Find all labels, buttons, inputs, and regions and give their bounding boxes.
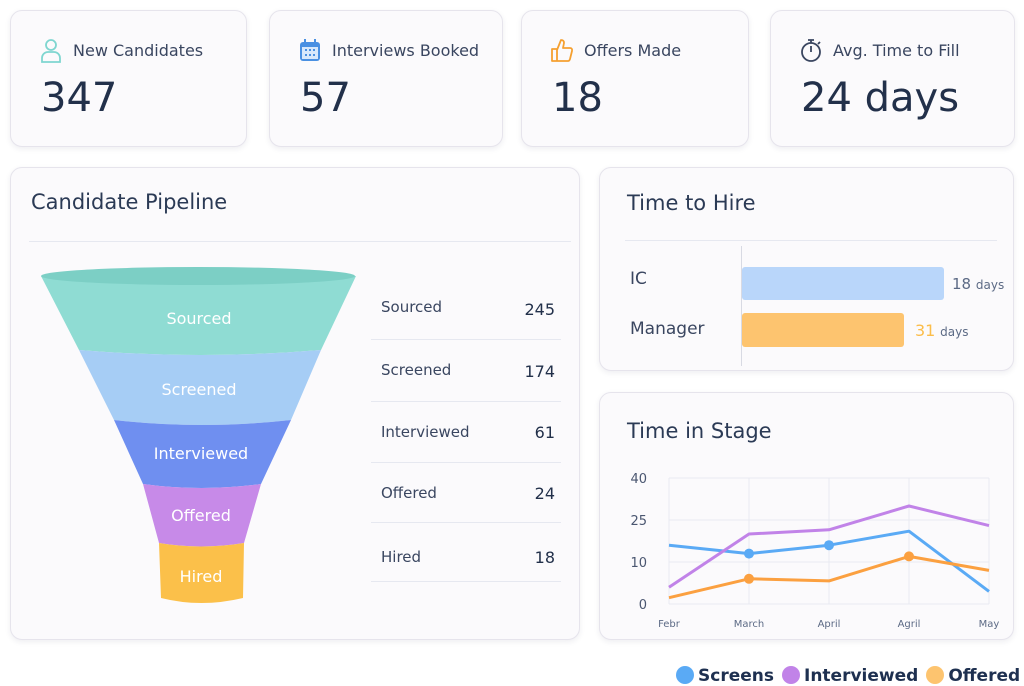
person-icon — [41, 39, 61, 63]
legend-dot — [676, 666, 694, 684]
kpi-label: Offers Made — [584, 41, 682, 60]
legend-item-screens: Screens — [676, 666, 774, 686]
stage-label: Screened — [381, 361, 452, 379]
funnel-segment-offered — [143, 484, 261, 547]
stage-label: Interviewed — [381, 423, 470, 441]
time-to-hire-card: Time to Hire IC 18 days Manager 31 days — [599, 167, 1014, 371]
calendar-icon — [300, 39, 320, 61]
x-tick-label: March — [734, 619, 764, 630]
stage-value: 18 — [534, 548, 555, 567]
legend-item-offered: Offered — [926, 666, 1020, 686]
kpi-value: 18 — [552, 75, 603, 121]
funnel-label: Offered — [171, 506, 231, 525]
bar-axis — [741, 246, 742, 366]
kpi-card-new-candidates: New Candidates 347 — [10, 10, 247, 147]
row-divider — [371, 401, 561, 402]
funnel-label: Sourced — [166, 309, 231, 328]
stopwatch-icon — [801, 39, 821, 62]
bar-manager — [742, 313, 904, 347]
stage-label: Hired — [381, 548, 422, 566]
bar-label: IC — [630, 269, 647, 289]
bar-value: 31 days — [915, 321, 969, 340]
stage-value: 245 — [524, 300, 555, 319]
row-divider — [371, 522, 561, 523]
y-tick-label: 25 — [630, 514, 647, 529]
funnel-top-rim — [41, 267, 355, 285]
bar-value: 18 days — [952, 275, 1005, 293]
data-point-offered — [904, 551, 914, 562]
kpi-label: New Candidates — [73, 41, 204, 60]
divider — [29, 241, 571, 242]
kpi-value: 24 days — [801, 75, 960, 121]
row-divider — [371, 462, 561, 463]
row-divider — [371, 339, 561, 340]
time-in-stage-chart: 0 10 25 40 Febr March April Agril May — [630, 472, 1000, 630]
legend-dot — [782, 666, 800, 684]
legend-item-interviewed: Interviewed — [782, 666, 918, 686]
time-in-stage-title: Time in Stage — [627, 419, 772, 443]
row-divider — [371, 581, 561, 582]
series-line-offered — [668, 554, 990, 600]
time-to-hire-title: Time to Hire — [627, 191, 756, 215]
chart-legend: Screens Interviewed Offered — [676, 666, 1020, 686]
kpi-value: 57 — [300, 75, 351, 121]
y-tick-label: 10 — [630, 556, 647, 571]
kpi-label: Interviews Booked — [332, 41, 480, 60]
y-tick-label: 0 — [639, 598, 647, 613]
candidate-pipeline-card: Candidate Pipeline Sourced Screened Inte… — [10, 167, 580, 640]
x-tick-label: Agril — [898, 619, 921, 630]
funnel-label: Hired — [180, 567, 223, 586]
x-tick-label: May — [979, 619, 1000, 630]
stage-value: 61 — [534, 423, 555, 442]
funnel-segment-interviewed — [114, 420, 291, 488]
data-point-offered — [744, 573, 754, 584]
thumbs-up-icon — [551, 39, 574, 62]
stage-label: Offered — [381, 484, 437, 502]
y-tick-label: 40 — [630, 472, 647, 487]
kpi-label: Avg. Time to Fill — [833, 41, 960, 60]
funnel-segment-sourced — [41, 276, 356, 355]
kpi-card-interviews-booked: Interviews Booked 57 — [269, 10, 503, 147]
time-in-stage-card: Time in Stage 0 10 25 40 Febr March April Agril… — [599, 392, 1014, 640]
stage-value: 174 — [524, 362, 555, 381]
stage-value: 24 — [534, 484, 555, 503]
data-point-screens — [744, 548, 754, 559]
stage-label: Sourced — [381, 298, 443, 316]
x-tick-label: Febr — [658, 619, 681, 630]
bar-label: Manager — [630, 319, 705, 339]
funnel-segment-screened — [79, 350, 321, 425]
series-line-interviewed — [668, 504, 990, 589]
kpi-card-avg-time-to-fill: Avg. Time to Fill 24 days — [770, 10, 1015, 147]
pipeline-title: Candidate Pipeline — [31, 190, 228, 214]
funnel-label: Screened — [161, 380, 236, 399]
funnel-segment-hired — [159, 543, 244, 603]
kpi-card-offers-made: Offers Made 18 — [521, 10, 749, 147]
pipeline-funnel: Sourced Screened Interviewed Offered Hir… — [41, 267, 356, 603]
legend-dot — [926, 666, 945, 684]
x-tick-label: April — [818, 619, 841, 630]
divider — [625, 240, 997, 241]
bar-ic — [742, 267, 944, 300]
data-point-screens — [824, 540, 834, 551]
funnel-label: Interviewed — [154, 444, 248, 463]
kpi-value: 347 — [41, 75, 118, 121]
